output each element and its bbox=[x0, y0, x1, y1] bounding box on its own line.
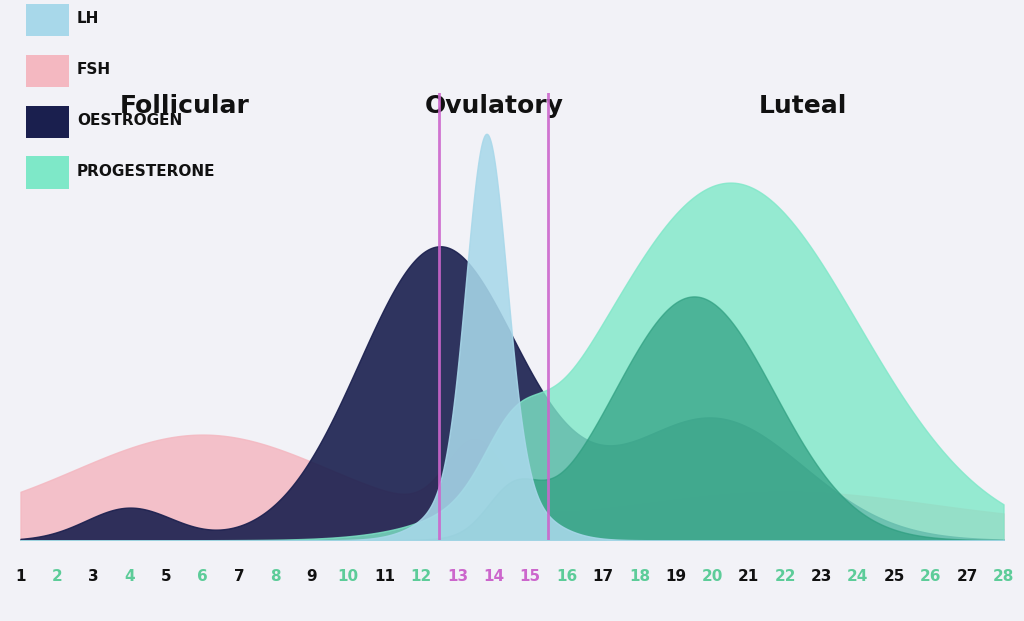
Text: 2: 2 bbox=[51, 569, 62, 584]
Text: 4: 4 bbox=[124, 569, 135, 584]
Text: 14: 14 bbox=[483, 569, 505, 584]
Text: Follicular: Follicular bbox=[120, 94, 249, 117]
Text: 9: 9 bbox=[306, 569, 317, 584]
Text: 20: 20 bbox=[701, 569, 723, 584]
Text: Ovulatory: Ovulatory bbox=[424, 94, 563, 117]
Text: LH: LH bbox=[77, 11, 99, 26]
Text: 6: 6 bbox=[198, 569, 208, 584]
Text: 17: 17 bbox=[593, 569, 613, 584]
Text: 7: 7 bbox=[233, 569, 245, 584]
Text: 8: 8 bbox=[270, 569, 281, 584]
Text: 28: 28 bbox=[993, 569, 1014, 584]
Text: 12: 12 bbox=[411, 569, 431, 584]
Text: 21: 21 bbox=[738, 569, 759, 584]
Text: 10: 10 bbox=[338, 569, 358, 584]
Text: 3: 3 bbox=[88, 569, 98, 584]
Text: 24: 24 bbox=[847, 569, 868, 584]
Text: 27: 27 bbox=[956, 569, 978, 584]
Text: 1: 1 bbox=[15, 569, 26, 584]
Text: 19: 19 bbox=[666, 569, 686, 584]
Text: 13: 13 bbox=[446, 569, 468, 584]
Text: 5: 5 bbox=[161, 569, 171, 584]
Text: PROGESTERONE: PROGESTERONE bbox=[77, 164, 215, 179]
Text: FSH: FSH bbox=[77, 62, 111, 77]
Text: Luteal: Luteal bbox=[759, 94, 848, 117]
Text: 23: 23 bbox=[811, 569, 833, 584]
Text: 11: 11 bbox=[374, 569, 395, 584]
Text: 18: 18 bbox=[629, 569, 650, 584]
Text: 26: 26 bbox=[920, 569, 941, 584]
Text: OESTROGEN: OESTROGEN bbox=[77, 113, 182, 128]
Text: 22: 22 bbox=[774, 569, 796, 584]
Text: 25: 25 bbox=[884, 569, 905, 584]
Text: 16: 16 bbox=[556, 569, 578, 584]
Text: 15: 15 bbox=[519, 569, 541, 584]
